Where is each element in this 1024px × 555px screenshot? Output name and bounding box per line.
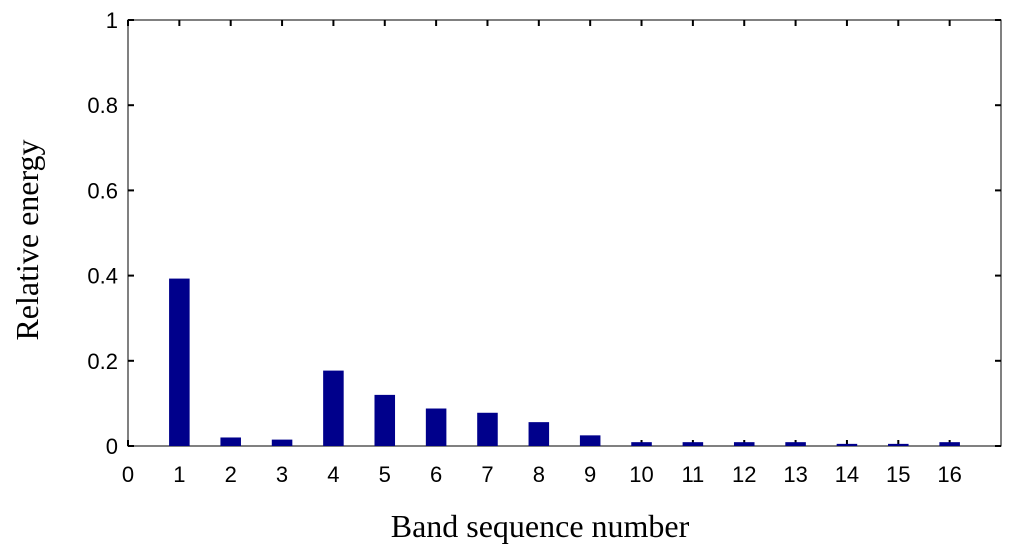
x-tick-label: 2 <box>225 462 237 487</box>
x-tick-label: 14 <box>835 462 859 487</box>
bar-12 <box>733 442 755 446</box>
bar-4 <box>323 370 344 446</box>
x-tick-label: 15 <box>886 462 910 487</box>
y-tick-label: 0.6 <box>87 178 118 203</box>
y-tick-label: 0.4 <box>87 264 118 289</box>
x-tick-label: 6 <box>430 462 442 487</box>
x-tick-label: 8 <box>533 462 545 487</box>
bar-7 <box>477 412 498 446</box>
x-tick-label: 5 <box>379 462 391 487</box>
x-tick-label: 11 <box>681 462 704 487</box>
x-tick-label: 9 <box>584 462 596 487</box>
bar-6 <box>425 408 447 446</box>
x-tick-label: 1 <box>173 462 185 487</box>
y-axis-label: Relative energy <box>9 139 45 340</box>
bar-16 <box>939 442 960 446</box>
bar-14 <box>836 443 858 446</box>
x-tick-label: 4 <box>327 462 339 487</box>
bar-10 <box>631 442 652 446</box>
y-tick-label: 1 <box>106 8 118 33</box>
bar-8 <box>528 422 550 446</box>
bar-5 <box>374 394 396 446</box>
bar-1 <box>169 278 190 446</box>
x-tick-label: 13 <box>783 462 807 487</box>
y-tick-label: 0.8 <box>87 93 118 118</box>
bar-3 <box>271 439 293 446</box>
bar-11 <box>682 442 704 446</box>
y-tick-label: 0 <box>106 434 118 459</box>
y-tick-label: 0.2 <box>87 349 118 374</box>
x-tick-label: 3 <box>276 462 288 487</box>
bar-13 <box>785 442 806 446</box>
x-tick-label: 0 <box>122 462 134 487</box>
x-axis-ticks: 0 1 2 3 4 5 6 7 8 9 10 11 12 13 14 15 16 <box>122 20 962 487</box>
x-tick-label: 12 <box>732 462 756 487</box>
x-axis-label: Band sequence number <box>391 508 690 544</box>
y-axis-ticks: 0 0.2 0.4 0.6 0.8 1 <box>87 8 1001 459</box>
bar-9 <box>579 435 601 446</box>
bars <box>169 278 960 446</box>
plot-frame <box>127 19 1002 447</box>
bar-15 <box>888 443 909 446</box>
x-tick-label: 7 <box>481 462 493 487</box>
x-tick-label: 16 <box>937 462 961 487</box>
bar-2 <box>220 437 241 446</box>
x-tick-label: 10 <box>629 462 653 487</box>
